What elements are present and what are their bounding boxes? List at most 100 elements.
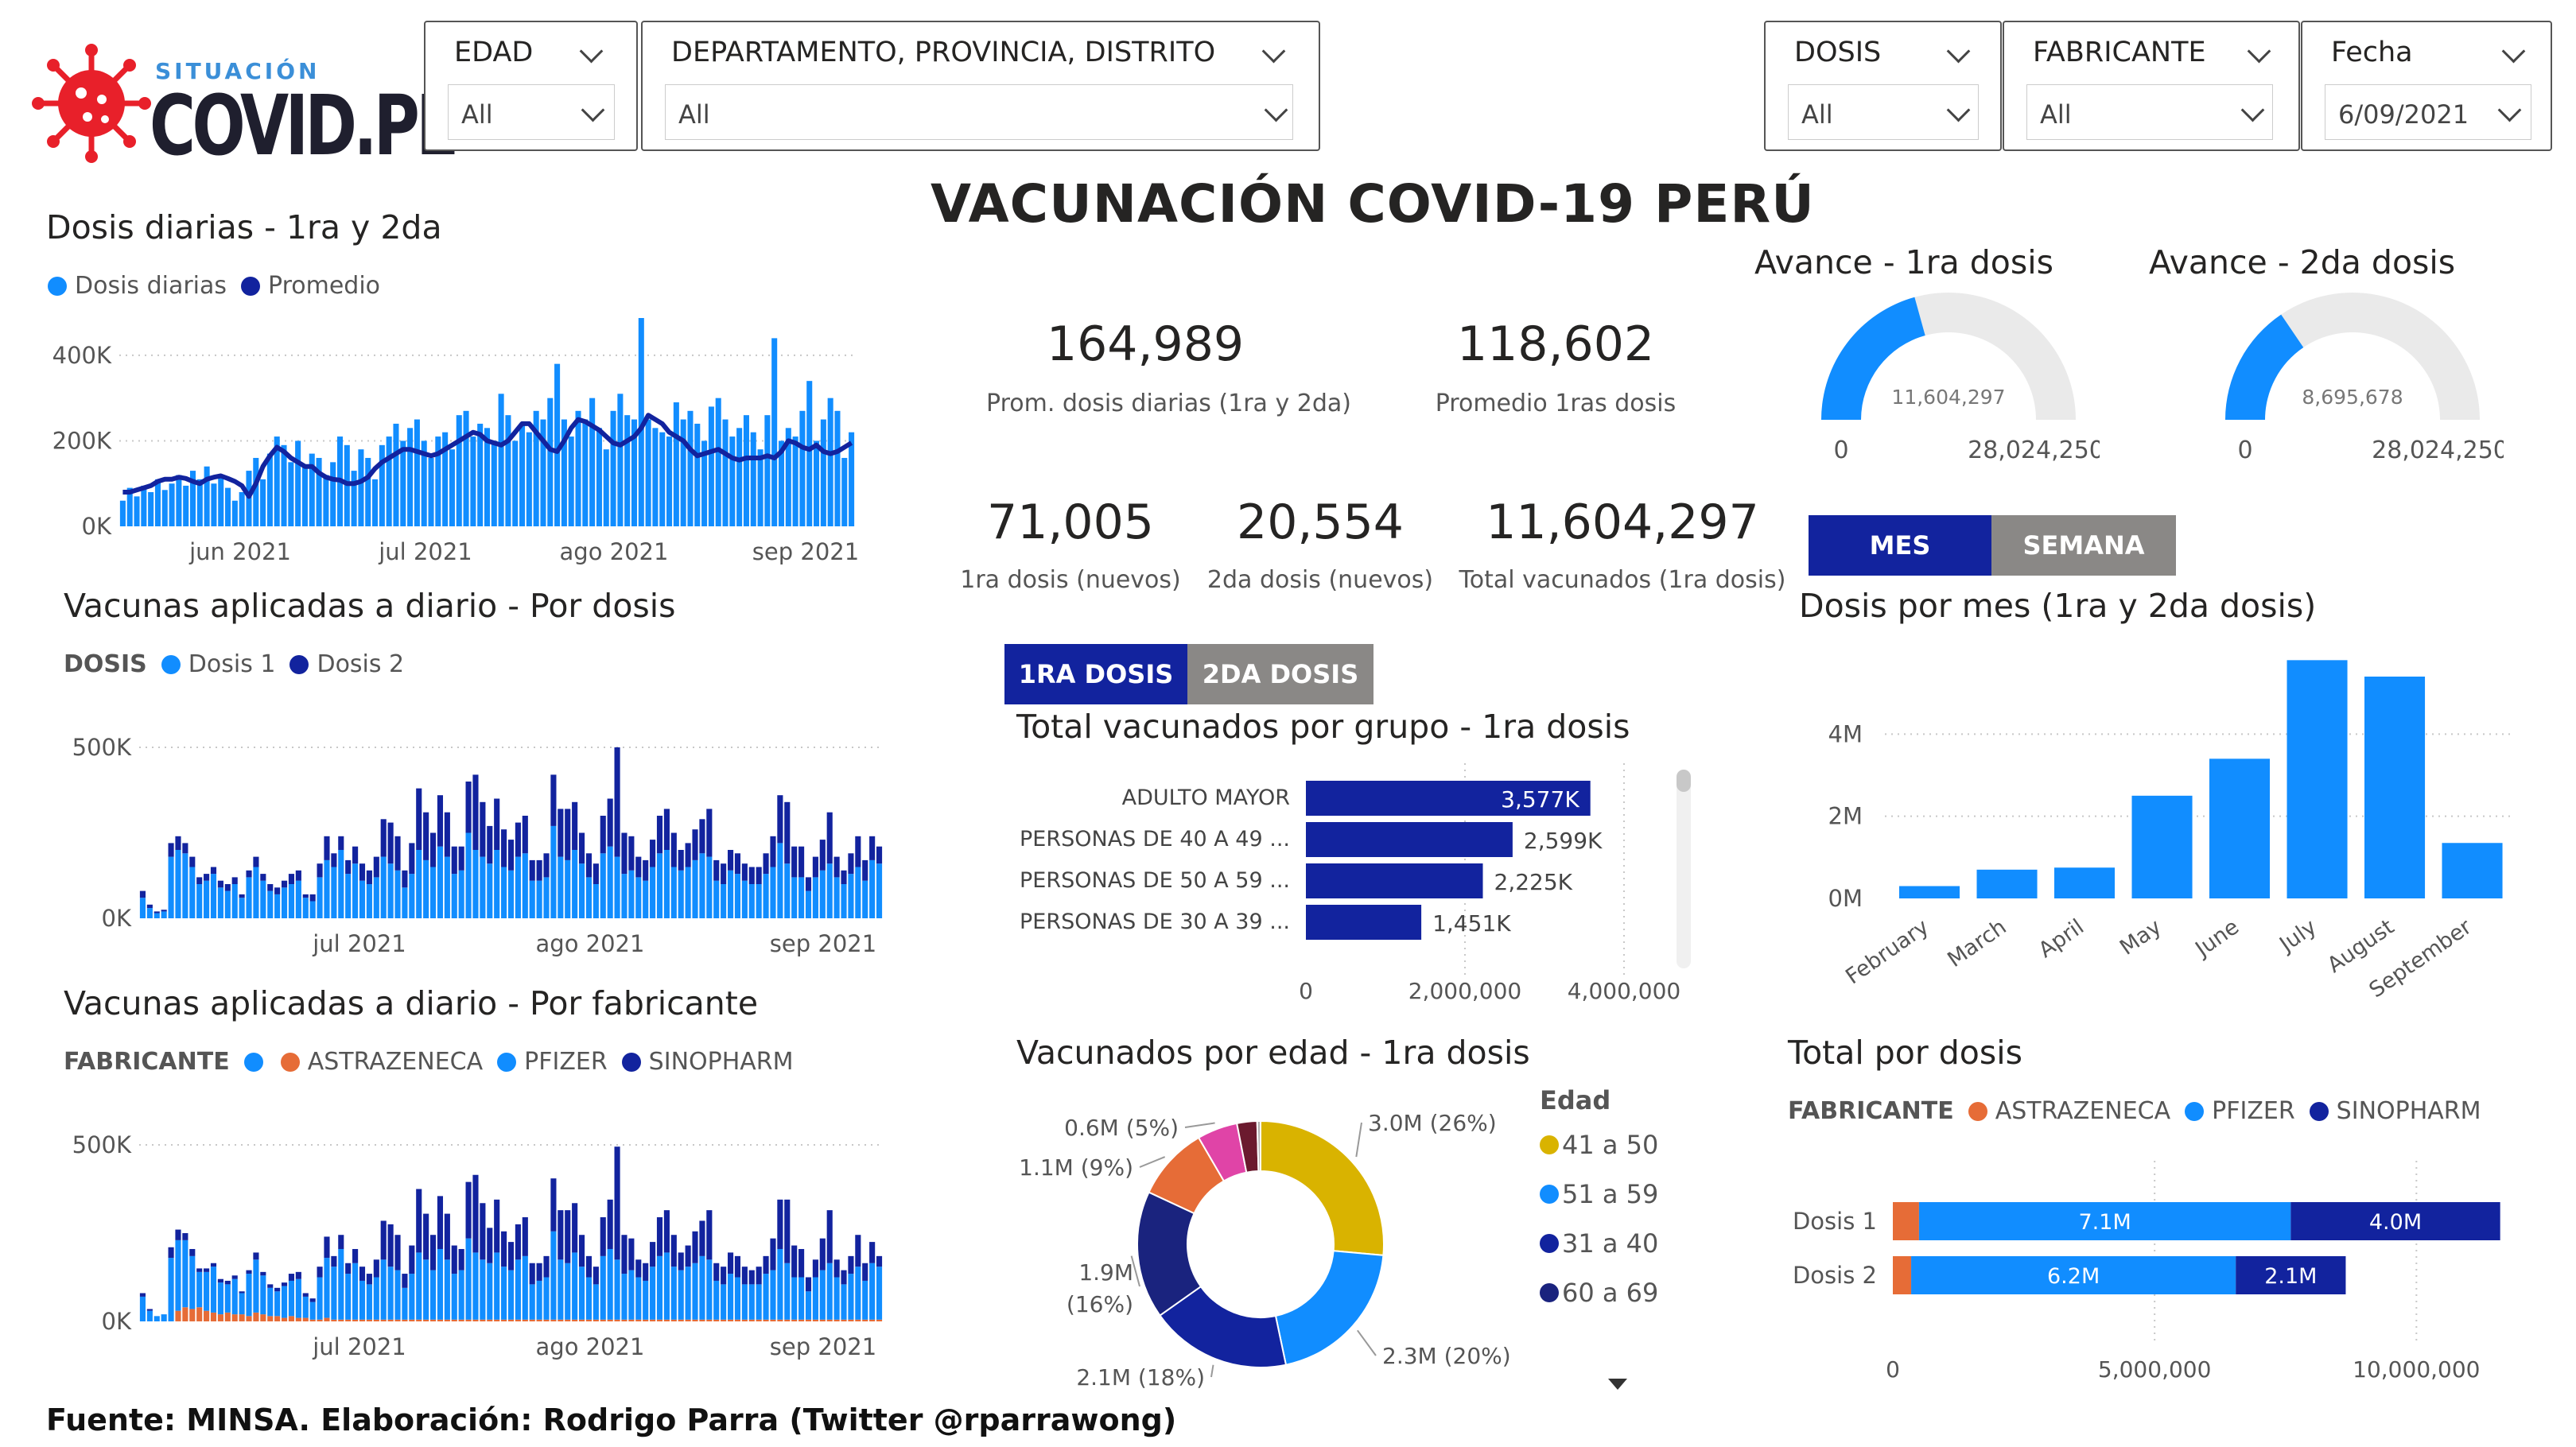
tab-2da-dosis[interactable]: 2DA DOSIS xyxy=(1187,644,1373,704)
bar xyxy=(650,867,656,918)
tab-semana[interactable]: SEMANA xyxy=(1991,515,2176,576)
bar xyxy=(394,1270,401,1320)
bar xyxy=(692,859,698,918)
dosis-filter[interactable]: DOSIS All xyxy=(1764,21,2002,151)
fabricante-select[interactable]: All xyxy=(2026,84,2273,140)
chevron-down-icon[interactable] xyxy=(2247,39,2271,64)
y-tick-label: 200K xyxy=(52,427,112,454)
edad-select[interactable]: All xyxy=(448,84,615,140)
bar xyxy=(848,1255,854,1274)
bar xyxy=(429,832,437,867)
bar xyxy=(451,874,457,918)
bar xyxy=(338,1235,344,1249)
bar xyxy=(501,829,507,867)
ubicacion-select[interactable]: All xyxy=(665,84,1293,140)
bar xyxy=(458,1270,464,1320)
dosis-select[interactable]: All xyxy=(1788,84,1979,140)
bar xyxy=(317,863,323,878)
bar xyxy=(855,836,861,867)
data-label: 1,451K xyxy=(1432,910,1511,937)
average-line xyxy=(122,413,853,499)
bar xyxy=(600,816,606,854)
bar xyxy=(380,1319,387,1321)
bar xyxy=(536,1263,542,1281)
bar xyxy=(345,1274,352,1320)
bar xyxy=(345,1319,352,1321)
bar xyxy=(246,877,252,918)
chevron-down-icon[interactable] xyxy=(2501,39,2526,64)
scrollbar[interactable] xyxy=(1677,770,1691,968)
bar xyxy=(727,1274,734,1320)
bar xyxy=(458,1248,464,1270)
bar xyxy=(554,363,561,526)
fabricante-filter[interactable]: FABRICANTE All xyxy=(2003,21,2300,151)
bar xyxy=(841,1284,847,1320)
bar xyxy=(685,1245,691,1267)
bar xyxy=(631,419,638,526)
bar xyxy=(253,856,259,867)
bar xyxy=(472,1174,479,1253)
data-label: 3,577K xyxy=(1501,786,1579,813)
bar xyxy=(416,1189,422,1253)
x-tick-label: jul 2021 xyxy=(312,930,406,957)
bar xyxy=(515,1224,521,1260)
bar xyxy=(585,853,593,878)
bar xyxy=(487,863,493,918)
caret-down-icon[interactable] xyxy=(1608,1379,1627,1390)
bar xyxy=(706,1210,713,1260)
bar xyxy=(465,1319,472,1321)
tab-mes[interactable]: MES xyxy=(1809,515,1991,576)
bar xyxy=(295,1317,301,1321)
bar xyxy=(267,884,274,891)
bar-segment xyxy=(2290,1202,2500,1240)
bar xyxy=(288,884,295,918)
bar xyxy=(771,338,778,526)
chevron-down-icon[interactable] xyxy=(1261,39,1286,64)
bar xyxy=(543,877,550,918)
bar xyxy=(402,887,408,918)
bar xyxy=(168,856,174,918)
chevron-down-icon[interactable] xyxy=(1946,39,1971,64)
x-tick-label: March xyxy=(1943,914,2011,972)
fecha-select[interactable]: 6/09/2021 xyxy=(2325,84,2531,140)
scrollbar-thumb[interactable] xyxy=(1677,770,1691,792)
bar xyxy=(189,1255,196,1309)
bar xyxy=(231,884,238,918)
chevron-down-icon[interactable] xyxy=(579,39,604,64)
bar xyxy=(224,890,231,918)
bar xyxy=(288,874,295,884)
bar xyxy=(585,1277,593,1320)
bar xyxy=(543,853,550,878)
bar xyxy=(876,1267,883,1320)
bar xyxy=(812,1277,818,1320)
bar xyxy=(458,870,464,918)
edad-filter[interactable]: EDAD All xyxy=(424,21,638,151)
bar xyxy=(721,1319,727,1321)
ubicacion-filter[interactable]: DEPARTAMENTO, PROVINCIA, DISTRITO All xyxy=(641,21,1320,151)
bar xyxy=(798,1248,805,1278)
data-label: 7.1M xyxy=(2079,1210,2131,1235)
bar xyxy=(670,1235,677,1267)
gauge-min: 0 xyxy=(1833,436,1848,464)
bar xyxy=(246,1270,252,1274)
bar xyxy=(621,1319,627,1321)
bar xyxy=(409,1245,415,1274)
bar xyxy=(536,880,542,918)
data-label: 2,599K xyxy=(1524,828,1603,854)
bar xyxy=(869,859,876,918)
bar xyxy=(791,1245,798,1278)
bar xyxy=(663,1252,670,1320)
bar xyxy=(799,410,806,526)
tab-1ra-dosis[interactable]: 1RA DOSIS xyxy=(1004,644,1187,704)
bar xyxy=(217,887,223,918)
bar xyxy=(565,859,571,918)
legend-row: 51 a 59 xyxy=(1540,1179,1658,1209)
bar xyxy=(540,419,546,526)
bar xyxy=(351,471,357,526)
bar xyxy=(756,1267,762,1285)
fecha-filter[interactable]: Fecha 6/09/2021 xyxy=(2301,21,2552,151)
bar xyxy=(876,1319,883,1321)
legend-dot-light-blue xyxy=(243,1052,263,1072)
bar xyxy=(529,880,535,918)
bar xyxy=(239,898,245,918)
